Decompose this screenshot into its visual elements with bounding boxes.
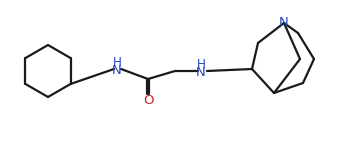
Text: N: N <box>279 16 289 29</box>
Text: H: H <box>197 58 205 71</box>
Text: N: N <box>196 66 206 79</box>
Text: O: O <box>143 95 153 108</box>
Text: H: H <box>113 56 121 69</box>
Text: N: N <box>112 64 122 77</box>
